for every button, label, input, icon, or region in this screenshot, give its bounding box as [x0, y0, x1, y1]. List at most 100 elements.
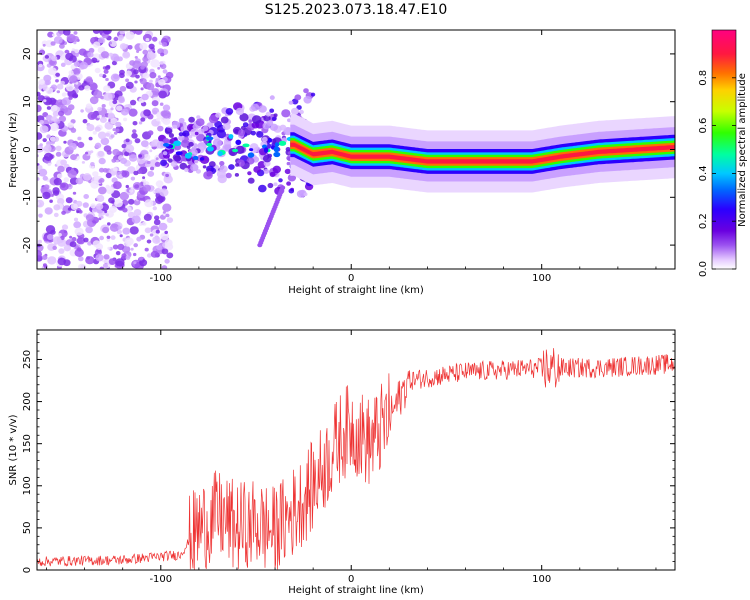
spectrogram-speckle: [158, 79, 166, 86]
spectrogram-speckle: [49, 122, 59, 132]
spectrogram-speckle: [116, 229, 122, 235]
spectrogram-blob: [206, 170, 213, 177]
spectrogram-speckle: [100, 216, 104, 219]
spectrogram-speckle: [142, 178, 146, 183]
spectrogram-speckle: [103, 254, 110, 260]
spectrogram-speckle: [150, 166, 155, 171]
spectrogram-blob: [279, 124, 287, 131]
spectrogram-speckle: [38, 213, 43, 218]
spectrogram-marks: [37, 30, 675, 269]
spectrogram-speckle: [74, 248, 84, 257]
spectrogram-speckle: [115, 251, 121, 256]
spectrogram-speckle: [105, 65, 111, 70]
spectrogram-speckle: [93, 90, 103, 99]
spectrogram-speckle: [159, 102, 164, 106]
snr-series-line: [37, 348, 675, 570]
spectrogram-speckle: [165, 173, 170, 178]
spectrogram-speckle: [63, 107, 73, 116]
spectrogram-blob: [250, 103, 260, 111]
spectrogram-speckle: [68, 142, 77, 151]
spectrogram-speckle: [67, 169, 77, 179]
spectrogram-speckle: [149, 79, 153, 84]
spectrogram-speckle: [37, 144, 44, 153]
spectrogram-speckle: [73, 31, 78, 35]
spectrogram-speckle: [37, 104, 42, 113]
colorbar-tick-label: 0.0: [698, 261, 709, 277]
spectrogram-blob: [269, 108, 275, 113]
spectrogram-speckle: [102, 263, 108, 268]
spectrogram-speckle: [138, 121, 143, 125]
spectrogram-speckle: [45, 87, 54, 95]
spectrogram-speckle: [131, 215, 141, 224]
spectrogram-speckle: [120, 157, 128, 164]
spectrogram-blob: [193, 143, 198, 148]
spectrogram-speckle: [102, 226, 110, 234]
spectrogram-speckle: [130, 247, 134, 251]
spectrogram-blob: [263, 168, 270, 174]
spectrogram-speckle: [146, 253, 152, 258]
spectrogram-speckle: [58, 248, 65, 254]
x-tick-label: 100: [532, 574, 551, 585]
colorbar: [711, 29, 737, 270]
spectrogram-blob: [285, 147, 291, 152]
spectrogram-blob: [286, 161, 291, 166]
spectrogram-speckle: [152, 206, 157, 211]
spectrogram-speckle: [135, 74, 140, 79]
spectrogram-speckle: [73, 67, 81, 75]
spectrogram-blob: [272, 165, 281, 174]
spectrogram-speckle: [138, 154, 143, 158]
spectrogram-speckle: [161, 265, 168, 269]
spectrogram-speckle: [152, 36, 158, 42]
spectrogram-speckle: [56, 173, 63, 179]
spectrogram-speckle: [97, 115, 101, 119]
spectrogram-speckle: [72, 191, 77, 195]
spectrogram-speckle: [105, 186, 115, 195]
spectrogram-speckle: [119, 30, 126, 35]
spectrogram-blob: [207, 167, 212, 172]
spectrogram-blob: [162, 151, 168, 156]
spectrogram-speckle: [97, 37, 105, 44]
spectrogram-speckle: [68, 70, 75, 76]
spectrogram-speckle: [108, 258, 117, 265]
spectrogram-speckle: [158, 90, 168, 99]
spectrogram-speckle: [166, 217, 174, 224]
spectrogram-speckle: [50, 84, 58, 91]
spectrogram-speckle: [65, 197, 73, 204]
spectrogram-hotspot: [163, 143, 170, 147]
spectrogram-speckle: [122, 227, 131, 235]
spectrogram-blob: [164, 127, 173, 135]
spectrogram-speckle: [164, 258, 170, 264]
spectrogram-speckle: [107, 222, 111, 226]
spectrogram-hotspot: [235, 139, 242, 145]
spectrogram-speckle: [83, 80, 87, 84]
spectrogram-speckle: [58, 233, 62, 237]
spectrogram-speckle: [74, 48, 80, 54]
spectrogram-speckle: [41, 255, 48, 260]
spectrogram-speckle: [78, 263, 86, 269]
spectrogram-speckle: [124, 151, 130, 157]
spectrogram-speckle: [98, 167, 105, 173]
spectrogram-speckle: [146, 239, 152, 244]
spectrogram-blob: [271, 116, 277, 122]
spectrogram-blob: [162, 138, 170, 144]
spectrogram-speckle: [94, 249, 102, 256]
spectrogram-speckle: [118, 72, 125, 79]
spectrogram-speckle: [42, 175, 48, 181]
snr-xlabel: Height of straight line (km): [288, 585, 424, 596]
spectrogram-speckle: [136, 236, 142, 242]
spectrogram-hotspot: [228, 134, 234, 139]
spectrogram-speckle: [128, 108, 138, 117]
spectrogram-blob: [224, 143, 232, 151]
spectrogram-speckle: [86, 124, 95, 132]
spectrogram-speckle: [58, 115, 67, 123]
spectrogram-blob: [217, 174, 227, 184]
spectrogram-speckle: [81, 161, 85, 164]
spectrogram-speckle: [71, 168, 74, 171]
spectrogram-speckle: [133, 170, 139, 176]
spectrogram-speckle: [143, 213, 152, 221]
spectrogram-speckle: [144, 227, 152, 234]
spectrogram-speckle: [121, 170, 130, 178]
spectrogram-speckle: [155, 77, 160, 81]
spectrogram-speckle: [92, 130, 97, 135]
